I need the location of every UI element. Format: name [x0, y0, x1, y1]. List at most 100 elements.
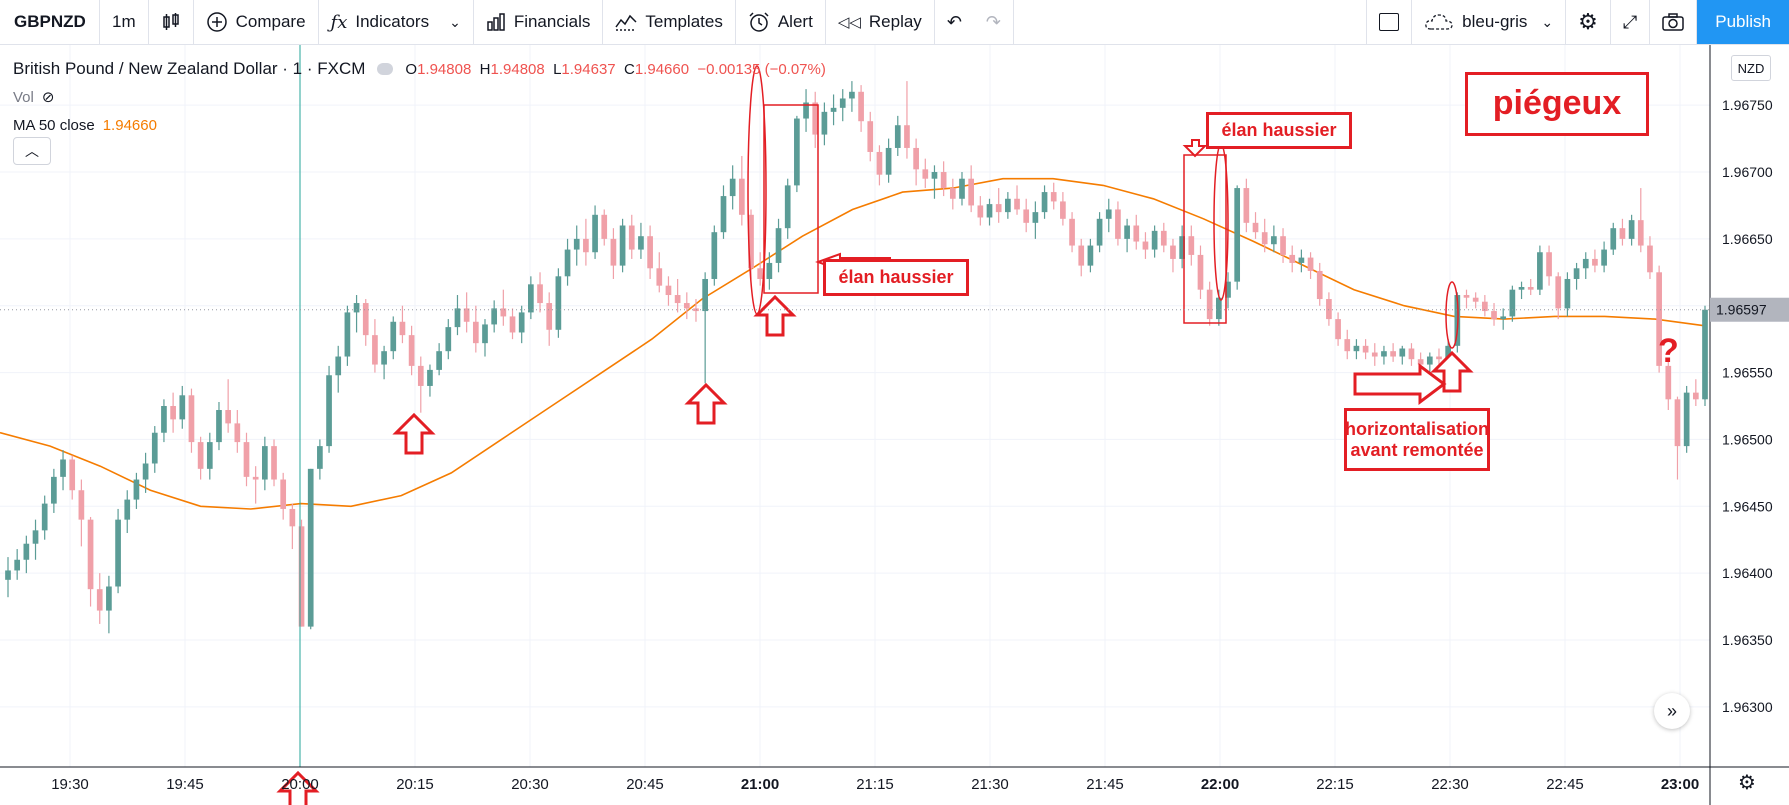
- financials-label: Financials: [513, 12, 591, 31]
- candle-body: [390, 321, 397, 352]
- y-tick-label: 1.96750: [1722, 97, 1773, 113]
- alert-button[interactable]: Alert: [736, 0, 826, 44]
- candle-body: [5, 570, 11, 580]
- ma-label[interactable]: MA 50 close: [13, 116, 95, 134]
- annotation-title: piégeux: [1465, 72, 1649, 136]
- legend-main-row: British Pound / New Zealand Dollar · 1 ·…: [13, 55, 826, 83]
- candle-body: [41, 503, 48, 531]
- legend-dot-icon[interactable]: [377, 63, 394, 75]
- candle-body: [1005, 198, 1011, 213]
- candle-body: [1050, 192, 1057, 202]
- candle-body: [60, 459, 66, 477]
- candle-body: [298, 526, 305, 627]
- interval-button[interactable]: 1m: [100, 0, 149, 44]
- fullscreen-layout-button[interactable]: [1367, 0, 1413, 44]
- symbol-title[interactable]: British Pound / New Zealand Dollar · 1 ·…: [13, 59, 366, 78]
- candle-body: [124, 499, 131, 520]
- candle-body: [876, 151, 883, 175]
- candle-body: [564, 249, 571, 277]
- candle-body: [931, 172, 938, 179]
- x-tick-label: 22:30: [1431, 776, 1469, 793]
- replay-label: Replay: [868, 12, 922, 31]
- replay-button[interactable]: ◁◁ Replay: [826, 0, 935, 44]
- undo-button[interactable]: ↶: [935, 0, 974, 44]
- candle-body: [1087, 245, 1094, 266]
- up-arrow-icon: [392, 412, 436, 455]
- snapshot-button[interactable]: [1650, 0, 1698, 44]
- highlight-ellipse: [1445, 281, 1459, 349]
- alert-label: Alert: [777, 12, 813, 31]
- templates-icon: [615, 14, 637, 31]
- candle-body: [803, 102, 809, 119]
- top-toolbar: GBPNZD 1m Compare ƒx Indicators ⌄ Financ…: [0, 0, 1789, 45]
- candle-body: [427, 369, 433, 386]
- candle-body: [720, 196, 727, 233]
- candle-body: [1197, 254, 1204, 290]
- low-value: 1.94637: [561, 60, 616, 78]
- eye-hidden-icon[interactable]: ⊘: [41, 89, 55, 106]
- chart-type-button[interactable]: [149, 0, 194, 44]
- annotation-horizontal: horizontalisation avant remontée: [1344, 408, 1490, 471]
- candle-body: [849, 91, 855, 99]
- x-tick-label: 21:45: [1086, 776, 1124, 793]
- candle-body: [1647, 245, 1653, 273]
- fullscreen-button[interactable]: ⤢: [1611, 0, 1651, 44]
- symbol-search-button[interactable]: GBPNZD: [0, 0, 100, 44]
- candle-body: [784, 185, 791, 229]
- legend-collapse-button[interactable]: ︿: [13, 137, 51, 165]
- candle-body: [748, 214, 754, 269]
- candle-body: [1518, 287, 1525, 290]
- candle-body: [959, 178, 965, 199]
- last-price-label: 1.96597: [1716, 302, 1767, 318]
- candle-body: [133, 479, 140, 500]
- candle-body: [69, 459, 76, 491]
- candle-body: [1399, 348, 1406, 357]
- candle-body: [986, 204, 993, 218]
- candle-body: [775, 228, 782, 263]
- candle-body: [1096, 218, 1103, 246]
- candle-body: [1170, 245, 1176, 259]
- candle-body: [344, 312, 351, 357]
- legend-ohlc: O1.94808 H1.94808 L1.94637 C1.94660 −0.0…: [405, 61, 825, 78]
- candle-body: [206, 442, 213, 469]
- close-value: 1.94660: [634, 60, 690, 78]
- candle-body: [436, 351, 442, 370]
- financials-button[interactable]: Financials: [474, 0, 604, 44]
- candle-body: [1234, 188, 1241, 282]
- compare-button[interactable]: Compare: [194, 0, 319, 44]
- candle-body: [115, 519, 121, 587]
- settings-button[interactable]: ⚙: [1566, 0, 1611, 44]
- candle-body: [197, 442, 204, 469]
- templates-button[interactable]: Templates: [603, 0, 736, 44]
- candle-body: [243, 442, 250, 477]
- candle-body: [995, 204, 1002, 213]
- candle-body: [23, 543, 30, 560]
- publish-button[interactable]: Publish: [1697, 0, 1789, 44]
- candle-body: [528, 284, 534, 313]
- highlight-box: [763, 104, 819, 294]
- redo-button[interactable]: ↷: [974, 0, 1014, 44]
- x-tick-label: 21:30: [971, 776, 1009, 793]
- candle-body: [1298, 257, 1305, 263]
- candle-body: [472, 321, 479, 344]
- y-tick-label: 1.96500: [1722, 431, 1773, 447]
- chevron-down-icon[interactable]: ⌄: [449, 13, 461, 30]
- candle-body: [1390, 351, 1396, 357]
- x-tick-label: 22:15: [1316, 776, 1354, 793]
- layout-name-button[interactable]: bleu-gris ⌄: [1412, 0, 1567, 44]
- indicators-button[interactable]: ƒx Indicators ⌄: [319, 0, 474, 44]
- plus-circle-icon: [206, 12, 227, 32]
- candle-body: [1151, 230, 1158, 250]
- currency-label[interactable]: NZD: [1731, 55, 1771, 81]
- axis-settings-button[interactable]: ⚙: [1738, 770, 1756, 795]
- scroll-to-realtime-button[interactable]: »: [1654, 693, 1690, 729]
- layout-name-label: bleu-gris: [1462, 12, 1528, 31]
- toolbar-spacer: [1014, 0, 1368, 44]
- price-chart[interactable]: 1.96300 1.96350 1.96400 1.96450 1.96500 1.965…: [0, 45, 1789, 805]
- close-label: C: [624, 60, 635, 78]
- y-tick-label: 1.96700: [1722, 164, 1773, 180]
- x-tick-label: 21:15: [856, 776, 894, 793]
- candle-body: [1133, 225, 1140, 242]
- vol-label[interactable]: Vol: [13, 88, 34, 106]
- candle-body: [647, 236, 653, 269]
